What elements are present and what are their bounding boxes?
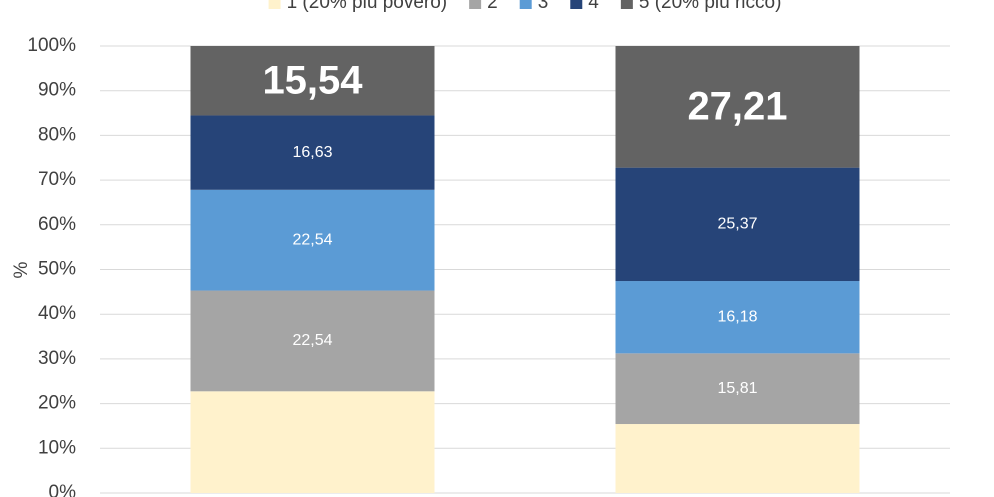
data-label: 16,63 <box>292 144 332 161</box>
bar-segment <box>190 391 435 493</box>
bar-segment <box>190 189 435 291</box>
y-tick-label: 20% <box>38 393 76 414</box>
legend-marker <box>519 0 532 9</box>
bar-segment <box>190 115 435 190</box>
bar-segment <box>615 424 860 493</box>
y-tick-label: 0% <box>49 482 77 497</box>
bar-segment <box>190 46 435 116</box>
bar-segment <box>615 46 860 168</box>
data-label: 27,21 <box>687 84 787 128</box>
data-label: 25,37 <box>717 216 757 233</box>
data-label: 15,54 <box>262 58 363 102</box>
bar-segment <box>615 353 860 425</box>
data-label: 22,54 <box>292 332 332 349</box>
y-tick-label: 30% <box>38 348 76 369</box>
y-axis-label: % <box>11 261 32 278</box>
legend-marker <box>268 0 281 9</box>
y-tick-label: 70% <box>38 169 76 190</box>
legend-label: 1 (20% più povero) <box>287 0 448 13</box>
y-tick-label: 40% <box>38 303 76 324</box>
y-tick-label: 90% <box>38 80 76 101</box>
legend-marker <box>570 0 583 9</box>
y-tick-label: 100% <box>27 35 76 56</box>
y-tick-label: 60% <box>38 214 76 235</box>
legend-label: 2 <box>487 0 498 13</box>
bar-segment <box>190 290 435 392</box>
legend-label: 4 <box>588 0 599 13</box>
data-label: 15,81 <box>717 380 757 397</box>
bar-segment <box>615 167 860 282</box>
bar-segment <box>615 281 860 354</box>
data-label: 16,18 <box>717 308 757 325</box>
legend-marker <box>469 0 482 9</box>
legend-label: 5 (20% più ricco) <box>639 0 782 13</box>
y-tick-label: 80% <box>38 124 76 145</box>
data-label: 22,54 <box>292 231 332 248</box>
legend-label: 3 <box>538 0 549 13</box>
legend-marker <box>620 0 633 9</box>
y-tick-label: 10% <box>38 437 76 458</box>
y-tick-label: 50% <box>38 259 76 280</box>
